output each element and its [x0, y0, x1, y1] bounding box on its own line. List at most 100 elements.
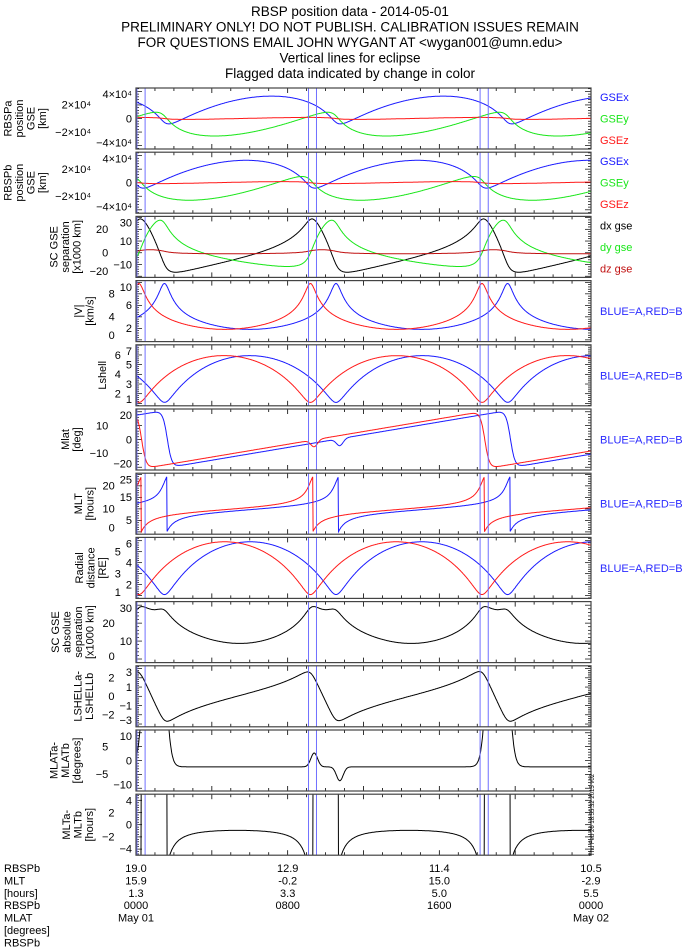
- y-tick-label: −20: [113, 458, 132, 470]
- series-group: [136, 218, 591, 273]
- y-axis-label: MLTa-: [61, 809, 73, 839]
- bottom-column-value: May 01: [118, 913, 154, 925]
- y-tick-label: −5: [96, 769, 109, 781]
- series-line-a: [136, 411, 591, 466]
- y-tick-label: 3: [115, 569, 121, 581]
- series-group: [136, 411, 591, 467]
- legend-label: BLUE=A,RED=B: [600, 306, 683, 318]
- y-axis-label: [km]: [37, 108, 49, 129]
- panel-frame: [135, 215, 592, 278]
- series-line-dmlt: [140, 794, 591, 856]
- bottom-column-value: 15.9: [125, 875, 146, 887]
- y-tick-label: 25: [120, 474, 132, 486]
- y-axis-label: MLT: [73, 493, 85, 514]
- y-tick-label: 5: [126, 515, 132, 527]
- legend-label: GSEx: [600, 92, 629, 104]
- bottom-row-label: MLT: [4, 875, 25, 887]
- y-tick-label: 4: [126, 795, 132, 807]
- series-group: [136, 671, 591, 722]
- y-tick-label: 10: [120, 282, 132, 294]
- series-line-gsez: [136, 181, 591, 185]
- panel-6: 20 10 0 −10 −20 Mlat [deg] BLUE=A,RED=B: [60, 408, 683, 471]
- series-group: [136, 159, 591, 201]
- bottom-column-value: 1.3: [128, 888, 143, 900]
- bottom-row-label: [hours]: [4, 888, 38, 900]
- y-tick-label: 10: [103, 504, 115, 516]
- panel-11: 10 5 0 −5 −10 MLATa- MLATb [degrees]: [49, 729, 592, 792]
- y-axis-label: RBSPa: [3, 100, 15, 137]
- series-group: [136, 282, 591, 330]
- y-axis-label: [km/s]: [85, 296, 97, 325]
- panel-7: 25 20 15 10 50 MLT [hours] BLUE=A,RED=B: [73, 472, 683, 535]
- y-tick-label: 10: [120, 731, 132, 743]
- y-axis-label: [x1000 km]: [72, 220, 84, 274]
- bottom-column-value: 0000: [124, 900, 148, 912]
- y-tick-label: 2: [108, 807, 114, 819]
- figure-title-block: RBSP position data - 2014-05-01PRELIMINA…: [121, 4, 579, 81]
- legend-label: GSEx: [600, 156, 629, 168]
- y-tick-label: 2: [108, 673, 114, 685]
- panel-frame: [135, 151, 592, 214]
- series-group: [136, 606, 591, 644]
- series-line-a: [136, 541, 591, 596]
- bottom-column-value: 1600: [427, 900, 451, 912]
- bottom-column-value: May 02: [573, 913, 609, 925]
- bottom-row-label: RBSPb: [4, 937, 40, 949]
- y-tick-label: −2: [102, 710, 115, 722]
- bottom-column-value: 15.0: [429, 875, 450, 887]
- y-tick-label: 4×10⁴: [102, 153, 132, 165]
- bottom-row-label: [degrees]: [4, 925, 50, 937]
- bottom-column-value: 5.0: [432, 888, 447, 900]
- y-axis-label: RBSPb: [3, 165, 15, 201]
- panel-12: 420 −2 −4 MLTa- MLTb [hours]: [61, 793, 592, 856]
- y-axis-label: MLATb: [60, 743, 72, 778]
- series-line-dy-gse: [136, 219, 591, 267]
- bottom-column-value: 3.3: [280, 888, 295, 900]
- y-axis-label: GSE: [26, 107, 38, 130]
- legend-label: BLUE=A,RED=B: [600, 370, 683, 382]
- panel-3: 30 20 10 0 −10 −20 SC GSE separation [x1000 km] d…: [49, 215, 632, 278]
- series-group: [136, 95, 591, 137]
- series-line-dmlat: [136, 730, 591, 782]
- y-tick-label: 0: [126, 434, 132, 446]
- y-axis-label: [km]: [37, 172, 49, 193]
- y-axis-label: SC GSE: [50, 611, 62, 653]
- legend-label: GSEz: [600, 199, 629, 211]
- y-tick-label: −2×10⁴: [55, 127, 91, 139]
- generation-timestamp: Thu Feb 26 18:55:32 2015 v02: [590, 773, 596, 856]
- legend-label: BLUE=A,RED=B: [600, 563, 683, 575]
- y-tick-label: −10: [113, 779, 132, 791]
- y-axis-label: [deg]: [72, 427, 84, 451]
- title-line: PRELIMINARY ONLY! DO NOT PUBLISH. CALIBR…: [121, 20, 579, 35]
- legend-label: GSEy: [600, 114, 629, 126]
- y-tick-label: −3: [119, 715, 132, 727]
- panel-frame: [135, 729, 592, 792]
- y-axis-label: separation: [73, 606, 85, 657]
- bottom-column-value: 0000: [579, 900, 603, 912]
- y-axis-label: |V|: [73, 305, 85, 318]
- legend-label: dx gse: [600, 220, 632, 232]
- y-tick-label: 10: [96, 420, 108, 432]
- y-tick-label: 2: [126, 580, 132, 592]
- series-line-separation: [136, 606, 591, 644]
- bottom-column-value: 10.5: [580, 863, 601, 875]
- y-axis-label: [degrees]: [72, 738, 84, 784]
- y-tick-label: 5: [102, 741, 108, 753]
- y-tick-label: 20: [120, 410, 132, 422]
- series-line-gsey: [136, 111, 591, 137]
- bottom-column-value: 11.4: [429, 863, 450, 875]
- y-tick-label: 5: [115, 547, 121, 559]
- y-axis-label: LSHELLa-: [72, 671, 84, 722]
- legend-label: BLUE=A,RED=B: [600, 435, 683, 447]
- series-line-b: [136, 355, 591, 403]
- panel-frame: [135, 472, 592, 535]
- y-tick-label: 20: [103, 481, 115, 493]
- series-line-dx-gse: [136, 218, 591, 273]
- series-line-gsez: [136, 116, 591, 120]
- bottom-column-value: 12.9: [277, 863, 298, 875]
- series-line-b: [136, 476, 591, 534]
- y-axis-label: [hours]: [85, 487, 97, 521]
- y-tick-label: 4: [126, 558, 132, 570]
